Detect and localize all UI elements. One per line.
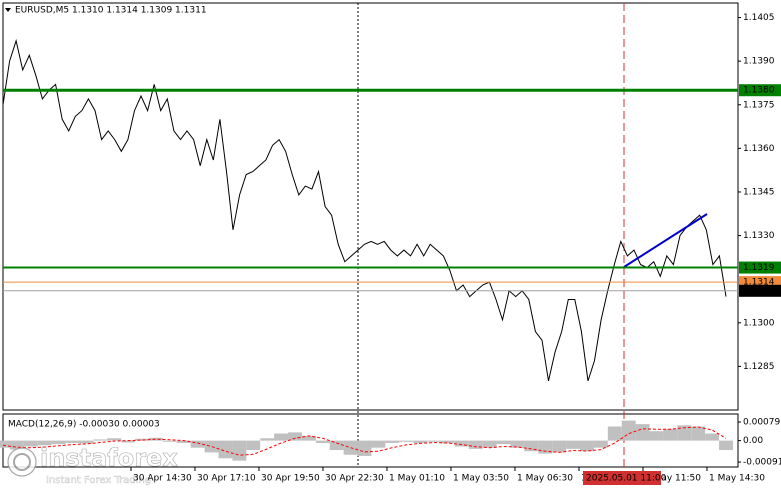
macd-bar (0, 440, 10, 448)
y-tick-label: 1.1375 (743, 100, 775, 110)
macd-bar (705, 433, 720, 441)
macd-bar (329, 440, 344, 451)
macd-bar (621, 420, 636, 441)
marks (0, 38, 733, 461)
macd-bar (371, 440, 386, 448)
x-tick-label: 30 Apr 22:30 (325, 474, 384, 484)
macd-bar (274, 433, 289, 441)
macd-bar (427, 440, 441, 442)
y-tick-label: 0.00079 (743, 418, 780, 428)
macd-bar (260, 438, 275, 441)
logo: instaforex Instant Forex Trading (7, 444, 179, 486)
macd-title: MACD(12,26,9) -0.00030 0.00003 (8, 420, 160, 430)
y-tick-label: 1.1390 (743, 57, 775, 67)
macd-bar (148, 437, 163, 441)
y-tick-label: 1.1405 (743, 13, 775, 23)
macd-bar (218, 440, 233, 459)
macd-bar (593, 440, 608, 448)
macd-bar (65, 440, 80, 443)
signal-line (2, 426, 727, 456)
price-line (2, 38, 727, 382)
brand-tagline: Instant Forex Trading (46, 475, 151, 486)
y-tick-label: 1.1285 (743, 362, 775, 372)
macd-bar (580, 440, 594, 452)
trend-line (623, 213, 708, 268)
macd-bar (524, 440, 539, 452)
macd-bar (496, 440, 511, 445)
x-tick-label: 1 May 14:30 (709, 474, 765, 484)
level-box (739, 261, 781, 274)
main-frame (2, 2, 739, 411)
x-tick-label: 1 May 06:30 (517, 474, 573, 484)
chart-title: EURUSD,M5 (15, 6, 69, 16)
y-tick-label: 1.1345 (743, 187, 775, 197)
x-tick-label: 30 Apr 19:50 (261, 474, 320, 484)
macd-bar (176, 440, 191, 443)
macd-bar (413, 440, 428, 443)
macd-bar (468, 440, 483, 449)
macd-bar (566, 440, 581, 449)
x-tick-label: 30 Apr 17:10 (197, 474, 256, 484)
macd-bar (552, 440, 567, 453)
level-label: 1.1380 (743, 86, 775, 96)
macd-bar (482, 440, 497, 448)
macd-bar (719, 440, 733, 451)
macd-bar (135, 438, 149, 441)
macd-bar (677, 425, 692, 441)
macd-bar (9, 440, 24, 450)
macd-bar (607, 426, 622, 441)
y-tick-label: 1.1300 (743, 318, 775, 328)
macd-bar (399, 440, 414, 442)
macd-bar (385, 440, 400, 443)
ohlc: 1.1310 1.1314 1.1309 1.1311 (72, 6, 207, 16)
macd-bar (37, 440, 52, 446)
menu-arrow (5, 8, 11, 12)
macd-bar (357, 440, 372, 456)
x-tick-label: 1 May 11:50 (645, 474, 701, 484)
level-label: 1.1319 (743, 263, 775, 273)
macd-bar (246, 440, 261, 451)
macd-bar (454, 440, 469, 447)
y-tick-label: 0.00 (743, 436, 763, 446)
brand-name: instaforex (40, 444, 178, 472)
macd-bar (663, 428, 678, 441)
macd-bar (510, 440, 525, 448)
x-tick-label: 1 May 01:10 (389, 474, 445, 484)
level-box (739, 84, 781, 97)
macd-bar (121, 440, 136, 443)
macd-bar (635, 424, 650, 441)
macd-bar (538, 440, 553, 454)
x-tick-label: 1 May 03:50 (453, 474, 509, 484)
macd-bar (691, 426, 706, 441)
highlight-label: 2025.05.01 11:00 (586, 474, 667, 484)
highlight-box (583, 471, 661, 485)
y-tick-label: 1.1330 (743, 231, 775, 241)
x-tick-label: 30 Apr 14:30 (133, 474, 192, 484)
macd-bar (204, 440, 219, 453)
y-tick-label: 1.1360 (743, 144, 775, 154)
macd-bar (232, 440, 247, 461)
macd-bar (288, 432, 302, 441)
macd-bar (79, 440, 94, 444)
y-tick-label: -0.00091 (743, 458, 781, 468)
level-label: 1.1314 (743, 278, 775, 288)
macd-bar (23, 440, 38, 447)
macd-bar (440, 440, 455, 444)
macd-bar (162, 440, 177, 442)
macd-bar (107, 438, 122, 441)
macd-bar (315, 440, 330, 443)
macd-bar (51, 440, 66, 445)
macd-bar (190, 440, 205, 448)
level-label: 1.1311 (743, 286, 775, 296)
macd-bar (301, 435, 316, 441)
level-box (739, 284, 781, 297)
macd-bar (93, 439, 108, 441)
macd-bar (649, 431, 664, 441)
